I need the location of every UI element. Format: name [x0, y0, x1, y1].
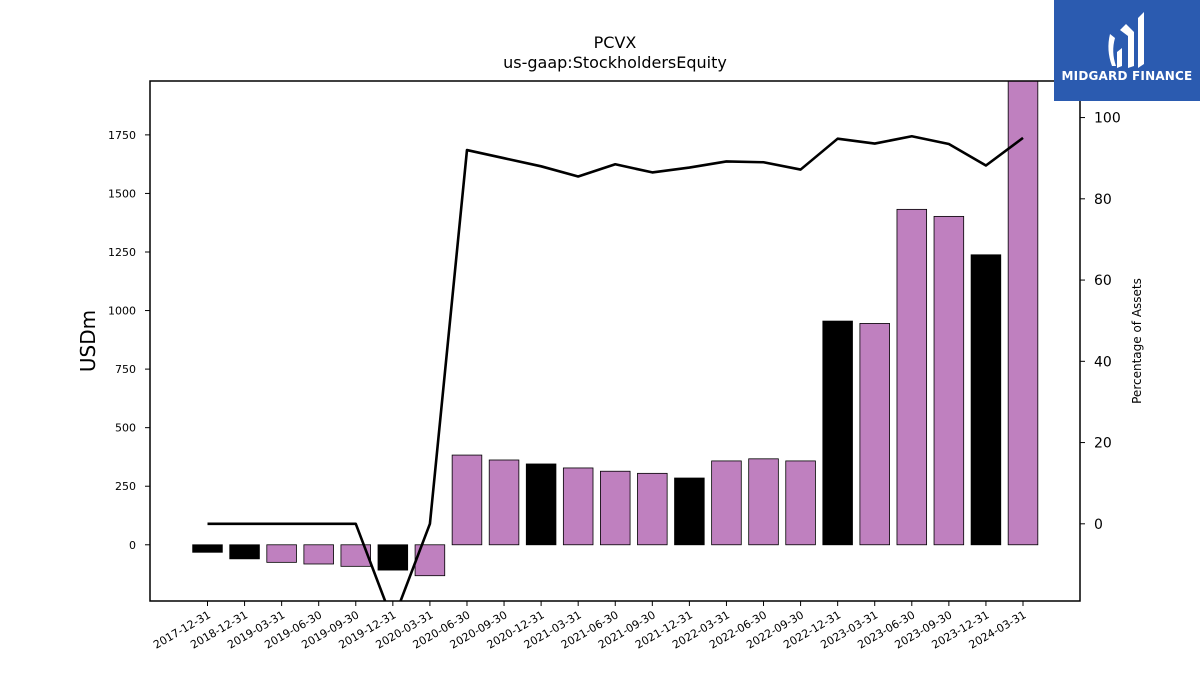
chart-subtitle: us-gaap:StockholdersEquity [503, 53, 727, 72]
y-tick-label: 1750 [108, 129, 136, 142]
bar [785, 460, 816, 546]
bar [600, 470, 631, 546]
right-axis: 0 20 40 60 80 100 [1080, 111, 1121, 533]
bar [303, 544, 334, 565]
bar-series [192, 81, 1039, 577]
y-tick-label: 250 [115, 480, 136, 493]
y-tick-label: 1000 [108, 305, 136, 318]
y2-tick-label: 100 [1094, 111, 1121, 127]
bar [340, 544, 372, 567]
y2-tick-label: 60 [1094, 273, 1112, 289]
bar [637, 472, 668, 546]
bar [933, 215, 965, 546]
chart-title: PCVX [594, 33, 637, 52]
y2-tick-label: 0 [1094, 517, 1103, 533]
y-tick-label: 750 [115, 363, 136, 376]
bar [1007, 81, 1039, 546]
x-axis: 2017-12-312018-12-312019-03-312019-06-30… [151, 601, 1029, 652]
y2-axis-label: Percentage of Assets [1130, 278, 1144, 404]
y-tick-label: 1250 [108, 246, 136, 259]
y-axis-label: USDm [76, 310, 100, 372]
bar [266, 544, 297, 563]
y2-tick-label: 20 [1094, 436, 1112, 452]
bar [822, 320, 853, 546]
bar [488, 459, 520, 546]
bar [748, 458, 779, 546]
brand-logo: MIDGARD FINANCE [1054, 0, 1200, 101]
bar [377, 544, 409, 571]
bar [192, 544, 223, 553]
y-tick-label: 500 [115, 422, 136, 435]
bar [896, 208, 928, 546]
left-axis: 0 250 500 750 1000 1250 1500 1750 [108, 129, 150, 552]
y-tick-label: 1500 [108, 187, 136, 200]
y2-tick-label: 80 [1094, 192, 1112, 208]
percentage-line [207, 134, 1024, 601]
bar [711, 460, 742, 546]
bar [451, 454, 483, 546]
bar [525, 463, 557, 546]
y2-tick-label: 40 [1094, 354, 1112, 370]
y-tick-label: 0 [129, 539, 136, 552]
bar [562, 467, 594, 546]
bar [229, 544, 260, 560]
bar [970, 254, 1002, 546]
line-series [207, 134, 1024, 601]
bar [859, 323, 890, 546]
logo-text: MIDGARD FINANCE [1061, 69, 1193, 83]
bar [674, 477, 705, 546]
logo-mark-icon [1108, 12, 1144, 68]
